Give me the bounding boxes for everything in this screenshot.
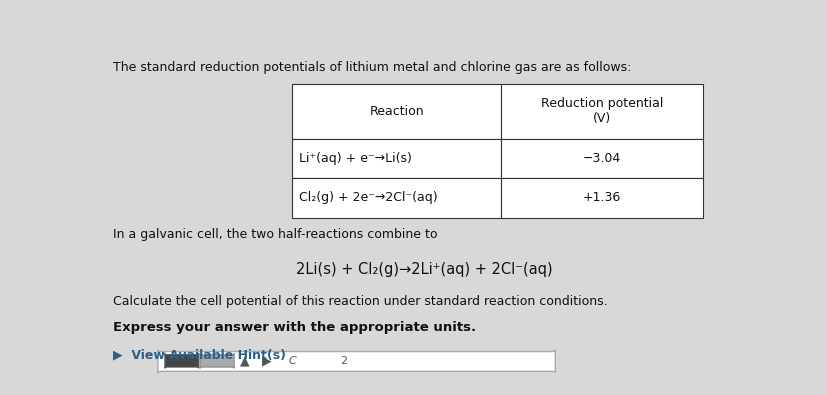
Bar [293, 84, 501, 139]
Bar [293, 139, 501, 178]
Bar [293, 178, 501, 218]
Text: Calculate the cell potential of this reaction under standard reaction conditions: Calculate the cell potential of this rea… [113, 295, 608, 308]
FancyBboxPatch shape [158, 350, 555, 373]
Text: Reduction potential
(V): Reduction potential (V) [541, 97, 663, 125]
Text: Li⁺(aq) + e⁻→Li(s): Li⁺(aq) + e⁻→Li(s) [299, 152, 412, 165]
Bar [501, 139, 703, 178]
Text: 2Li(s) + Cl₂(g)→2Li⁺(aq) + 2Cl⁻(aq): 2Li(s) + Cl₂(g)→2Li⁺(aq) + 2Cl⁻(aq) [295, 262, 552, 277]
Text: −3.04: −3.04 [582, 152, 621, 165]
Text: The standard reduction potentials of lithium metal and chlorine gas are as follo: The standard reduction potentials of lit… [113, 61, 631, 74]
Text: In a galvanic cell, the two half-reactions combine to: In a galvanic cell, the two half-reactio… [113, 228, 437, 241]
FancyBboxPatch shape [200, 354, 234, 368]
Text: 2: 2 [340, 356, 347, 366]
Text: ▲: ▲ [240, 354, 249, 367]
Text: +1.36: +1.36 [582, 192, 621, 205]
Bar [501, 178, 703, 218]
FancyBboxPatch shape [165, 354, 198, 368]
Text: ▶  View Available Hint(s): ▶ View Available Hint(s) [113, 348, 286, 361]
Text: ▶: ▶ [262, 354, 271, 367]
Bar [501, 84, 703, 139]
Text: Express your answer with the appropriate units.: Express your answer with the appropriate… [113, 321, 476, 334]
Text: C: C [289, 356, 296, 366]
Text: Cl₂(g) + 2e⁻→2Cl⁻(aq): Cl₂(g) + 2e⁻→2Cl⁻(aq) [299, 192, 437, 205]
Text: Reaction: Reaction [370, 105, 424, 118]
